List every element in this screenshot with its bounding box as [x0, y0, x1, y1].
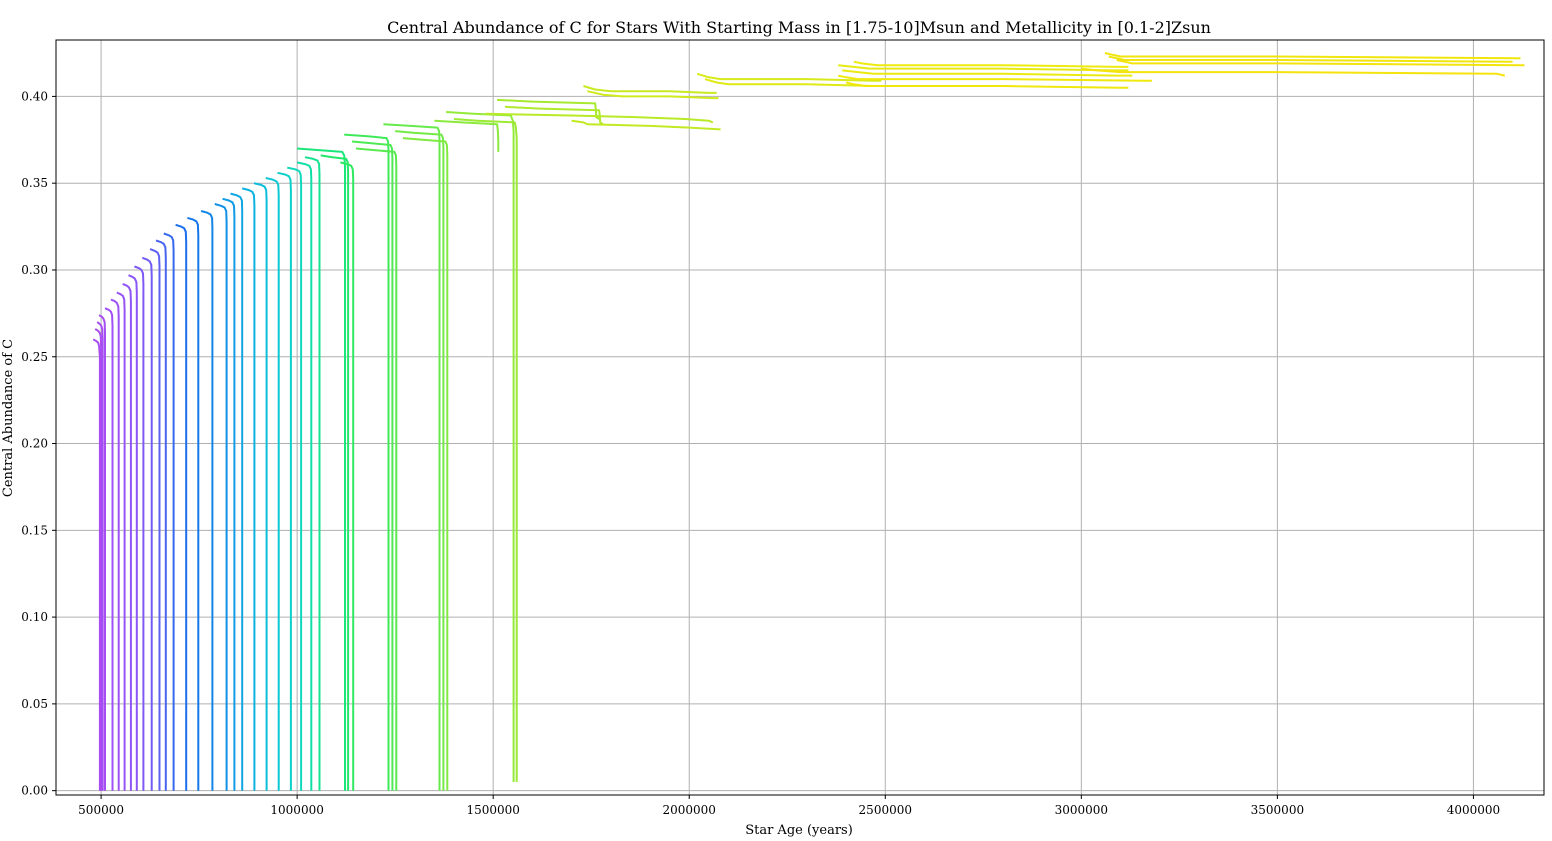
series-line-52	[845, 81, 1129, 89]
x-tick-label: 500000	[78, 803, 124, 817]
series-line-48	[838, 64, 1129, 72]
series-layer	[92, 52, 1525, 791]
y-axis-label: Central Abundance of C	[1, 339, 16, 497]
series-line-26	[296, 161, 313, 791]
y-axis-ticks: 0.00 0.05 0.10 0.15 0.20 0.25 0.30 0.35 0.40	[21, 89, 56, 798]
x-tick-label: 4000000	[1447, 803, 1500, 817]
x-tick-label: 2000000	[663, 803, 716, 817]
series-line-37	[434, 119, 500, 152]
series-line-1	[92, 338, 101, 791]
series-line-18	[214, 203, 228, 791]
chart-title: Central Abundance of C for Stars With St…	[387, 18, 1211, 37]
series-line-3	[96, 321, 104, 791]
series-line-10	[134, 265, 145, 791]
y-tick-label: 0.40	[21, 89, 48, 103]
series-line-36	[402, 137, 449, 791]
x-tick-label: 1000000	[270, 803, 323, 817]
series-line-31	[344, 133, 390, 791]
series-line-15	[175, 223, 188, 791]
x-tick-label: 2500000	[859, 803, 912, 817]
series-line-49	[842, 69, 1133, 77]
series-line-27	[304, 156, 321, 791]
series-line-16	[187, 216, 200, 791]
series-line-53	[1104, 52, 1521, 60]
x-tick-label: 3500000	[1251, 803, 1304, 817]
series-line-35	[395, 130, 445, 791]
series-line-4	[98, 314, 106, 791]
y-tick-label: 0.15	[21, 523, 48, 537]
series-line-2	[94, 328, 103, 791]
grid-layer	[56, 40, 1544, 795]
x-axis-ticks: 500000 1000000 1500000 2000000 2500000 300000…	[78, 795, 1500, 817]
series-line-45	[587, 90, 719, 100]
series-line-32	[351, 140, 394, 791]
series-line-41	[504, 105, 604, 126]
y-tick-label: 0.00	[21, 784, 48, 798]
y-tick-label: 0.25	[21, 350, 48, 364]
series-line-50	[853, 60, 1129, 68]
y-tick-label: 0.10	[21, 610, 48, 624]
series-line-43	[571, 119, 721, 131]
series-line-23	[265, 177, 280, 791]
series-line-56	[1081, 67, 1506, 77]
series-line-39	[453, 118, 518, 782]
series-line-11	[141, 256, 153, 791]
series-line-14	[163, 232, 175, 791]
series-line-19	[222, 197, 236, 791]
series-line-30	[340, 161, 355, 791]
series-line-34	[383, 123, 441, 791]
series-line-5	[104, 307, 114, 791]
series-line-21	[241, 187, 256, 791]
x-tick-label: 1500000	[466, 803, 519, 817]
series-line-25	[287, 166, 303, 791]
series-line-29	[320, 154, 350, 791]
series-line-20	[230, 192, 244, 791]
series-line-44	[583, 85, 717, 94]
series-line-55	[1116, 59, 1525, 67]
series-line-38	[446, 111, 515, 782]
series-line-17	[200, 210, 214, 791]
series-line-28	[297, 147, 346, 791]
series-line-8	[122, 282, 132, 791]
y-tick-label: 0.20	[21, 437, 48, 451]
series-line-42	[485, 112, 714, 124]
x-tick-label: 3000000	[1055, 803, 1108, 817]
series-line-54	[1108, 55, 1513, 63]
series-line-6	[110, 298, 120, 791]
x-axis-label: Star Age (years)	[745, 823, 853, 838]
series-line-46	[696, 72, 882, 82]
series-line-24	[277, 171, 292, 791]
series-line-33	[355, 147, 398, 791]
plot-frame	[55, 39, 1545, 796]
series-line-40	[497, 98, 600, 120]
series-line-9	[128, 274, 138, 791]
y-tick-label: 0.05	[21, 697, 48, 711]
series-line-7	[116, 291, 126, 791]
series-line-13	[155, 239, 167, 791]
y-tick-label: 0.35	[21, 176, 48, 190]
series-line-22	[253, 182, 268, 791]
y-tick-label: 0.30	[21, 263, 48, 277]
series-line-12	[149, 248, 161, 791]
series-line-51	[837, 74, 1152, 82]
